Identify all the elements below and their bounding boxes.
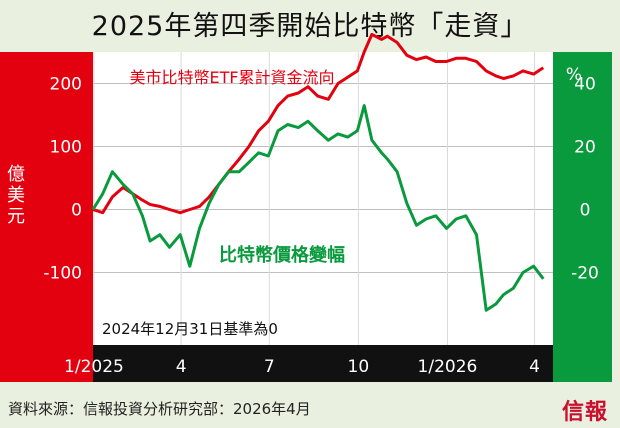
source-note: 資料來源：信報投資分析研究部：2026年4月 [8,400,311,418]
right-tick-label: -20 [571,264,599,284]
etf-series-label: 美市比特幣ETF累計資金流向 [129,68,334,87]
x-tick-label: 10 [348,357,370,377]
left-axis-unit: 美 [7,185,25,206]
right-axis-band [553,52,612,382]
x-tick-label: 4 [176,357,187,377]
left-tick-label: 200 [50,75,82,95]
right-tick-label: 0 [580,201,591,221]
right-tick-label: 20 [574,138,596,158]
right-tick-label: 40 [574,75,596,95]
btc-series-label: 比特幣價格變幅 [219,244,345,266]
etf-flow-line [92,32,545,215]
x-tick-label: 1/2026 [418,357,478,377]
left-tick-label: -100 [43,264,82,284]
left-tick-label: 0 [71,201,82,221]
chart-title: 2025年第四季開始比特幣「走資」 [91,11,529,42]
left-tick-label: 100 [50,138,82,158]
right-axis-unit: % [566,65,582,85]
x-tick-label: 1/2025 [64,357,124,377]
btc-price-line [91,104,545,312]
plot-area [93,52,553,345]
x-tick-label: 4 [529,357,540,377]
left-axis-unit: 億 [7,164,25,185]
publisher-logo: 信報 [561,399,608,425]
left-axis-band [0,52,93,382]
left-axis-unit: 元 [7,206,25,227]
baseline-note: 2024年12月31日基準為0 [102,320,278,338]
x-tick-label: 7 [264,357,275,377]
x-axis-band [93,345,553,382]
